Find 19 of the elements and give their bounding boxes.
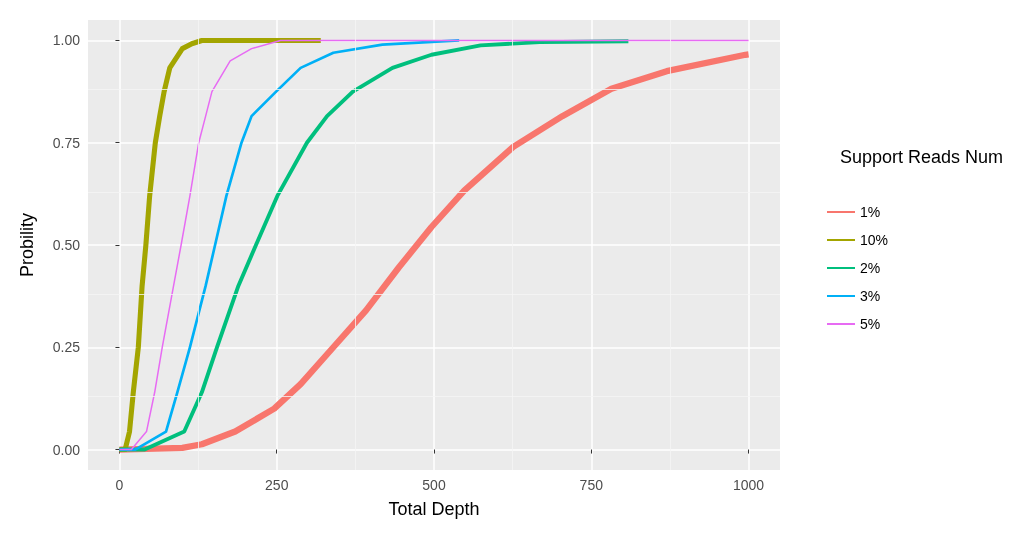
x-axis-title: Total Depth	[388, 499, 480, 519]
legend-label: 10%	[859, 232, 889, 248]
x-tick-label: 0	[115, 477, 124, 493]
y-tick-label: 1.00	[52, 32, 81, 49]
legend-label: 3%	[859, 288, 881, 304]
legend-label: 1%	[859, 204, 881, 220]
legend-label: 2%	[859, 260, 881, 276]
x-tick-label: 750	[579, 477, 604, 493]
x-tick-label: 500	[422, 477, 446, 493]
line-series	[118, 39, 461, 451]
y-axis-title: Probility	[17, 212, 37, 278]
y-tick-label: 0.75	[52, 134, 81, 151]
legend-title: Support Reads Num	[839, 147, 1004, 167]
y-tick-label: 0.00	[52, 441, 81, 458]
x-tick-label: 1000	[732, 477, 765, 493]
y-tick-label: 0.50	[52, 237, 81, 253]
x-tick-label: 250	[265, 477, 289, 493]
legend-label: 5%	[859, 316, 881, 332]
y-tick-label: 0.25	[52, 339, 81, 356]
